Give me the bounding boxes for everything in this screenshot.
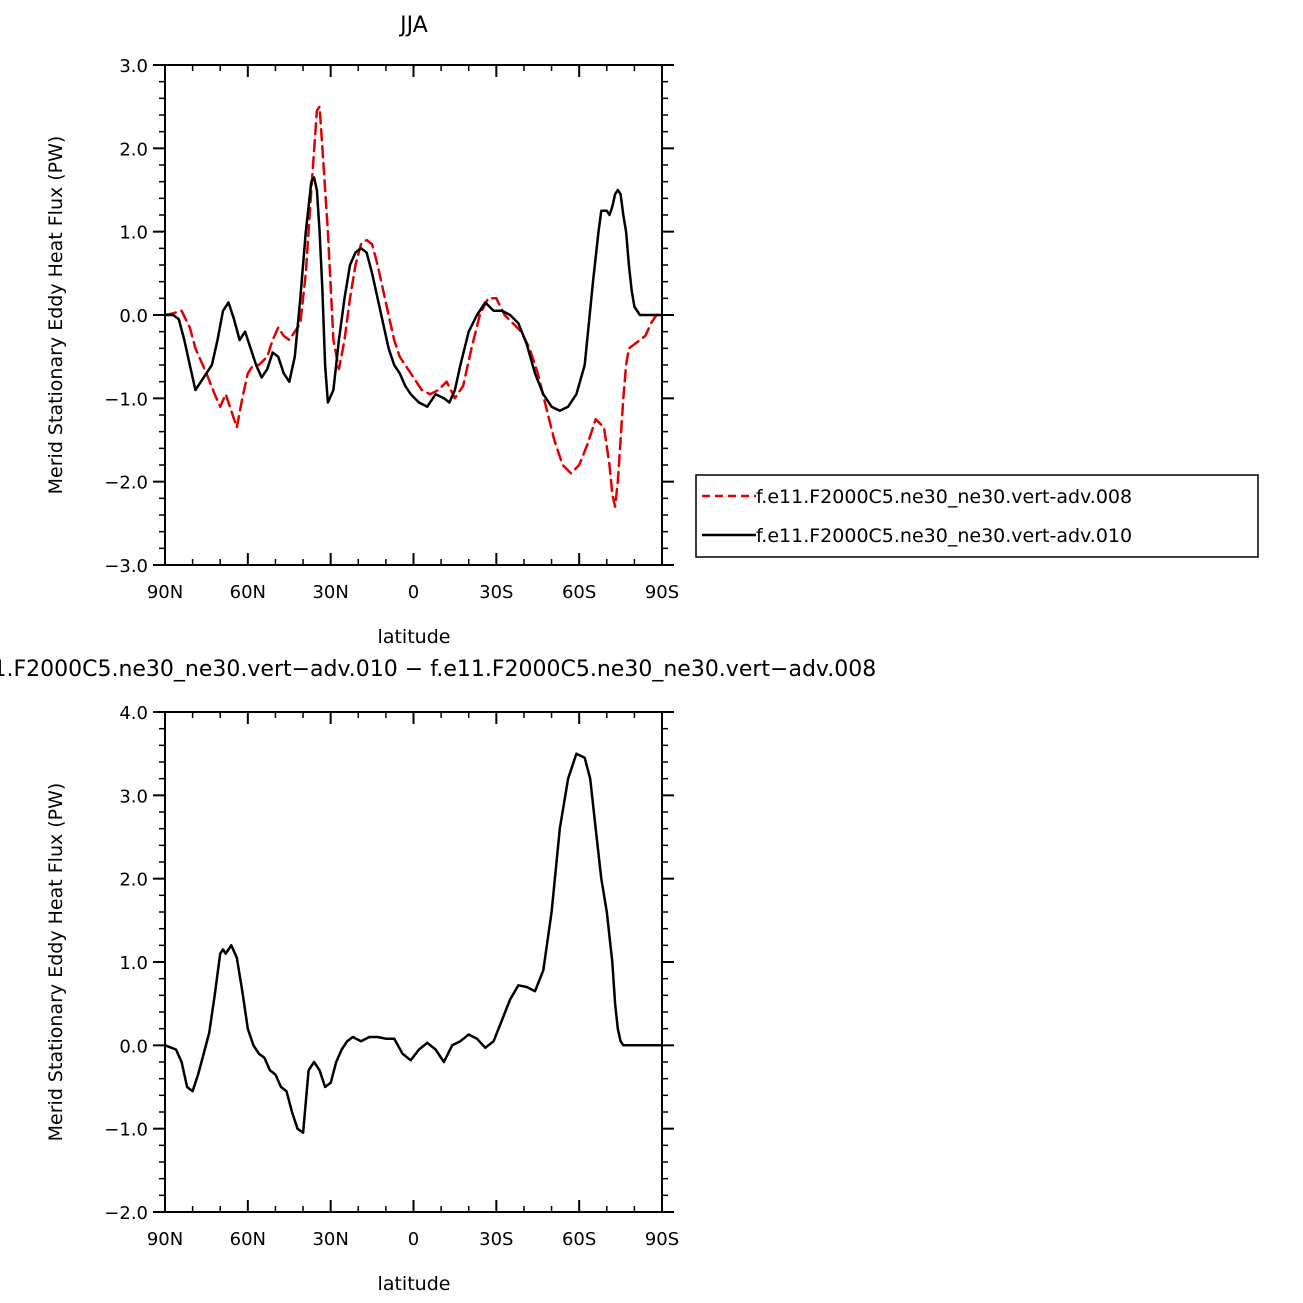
bottom-x-tick-label: 30N: [312, 1229, 348, 1250]
bottom-y-tick-label: −1.0: [104, 1120, 148, 1141]
top-x-tick-label: 30N: [312, 582, 348, 603]
top-y-tick-label: 2.0: [119, 139, 148, 160]
bottom-chart-series-group: [163, 752, 664, 1135]
top-chart-y-axis-label: Merid Stationary Eddy Heat Flux (PW): [45, 136, 67, 495]
top-series-line-1: [163, 176, 664, 413]
bottom-y-tick-label: 1.0: [119, 953, 148, 974]
top-x-tick-label: 60S: [562, 582, 596, 603]
top-y-tick-label: 0.0: [119, 306, 148, 327]
bottom-x-tick-label: 0: [408, 1229, 419, 1250]
bottom-x-tick-label: 60S: [562, 1229, 596, 1250]
top-chart-series-group: [163, 105, 664, 508]
top-y-tick-label: 3.0: [119, 56, 148, 77]
top-chart-title: JJA: [398, 13, 428, 38]
bottom-x-tick-label: 30S: [479, 1229, 513, 1250]
top-y-tick-label: 1.0: [119, 223, 148, 244]
legend-entry-008: f.e11.F2000C5.ne30_ne30.vert-adv.008: [756, 486, 1132, 508]
top-series-line-0: [163, 105, 664, 508]
bottom-x-tick-label: 60N: [230, 1229, 266, 1250]
top-chart-x-axis-label: latitude: [378, 626, 451, 648]
top-x-tick-label: 90S: [645, 582, 679, 603]
bottom-x-tick-label: 90N: [147, 1229, 183, 1250]
bottom-x-tick-label: 90S: [645, 1229, 679, 1250]
legend-box: [695, 474, 1259, 558]
top-x-tick-label: 30S: [479, 582, 513, 603]
bottom-chart-y-axis-label: Merid Stationary Eddy Heat Flux (PW): [45, 783, 67, 1142]
bottom-chart-x-axis-label: latitude: [378, 1273, 451, 1295]
top-chart-plot-frame: [164, 64, 663, 566]
top-chart-ticks: 90N 60N 30N 0 30S 60S 90S −3.0 −2.0 −1.0 0.0 1.0 2.0…: [104, 56, 679, 603]
bottom-chart-plot-frame: [164, 711, 663, 1213]
top-x-tick-label: 90N: [147, 582, 183, 603]
legend-entry-010: f.e11.F2000C5.ne30_ne30.vert-adv.010: [756, 525, 1132, 547]
top-x-tick-label: 0: [408, 582, 419, 603]
bottom-y-tick-label: 3.0: [119, 786, 148, 807]
bottom-y-tick-label: 0.0: [119, 1036, 148, 1057]
top-y-tick-label: −1.0: [104, 389, 148, 410]
bottom-chart-title: f.e11.F2000C5.ne30_ne30.vert−adv.010 − f…: [0, 657, 876, 682]
top-y-tick-label: −2.0: [104, 473, 148, 494]
bottom-series-line-0: [163, 752, 664, 1135]
top-chart-panel: JJA 90N 60N 30N 0 30S 60S 90S −3.0 −2.0 −1.0 0.0 1.…: [45, 13, 1259, 648]
bottom-y-tick-label: −2.0: [104, 1203, 148, 1224]
bottom-chart-ticks: 90N 60N 30N 0 30S 60S 90S −2.0 −1.0 0.0 1.0 2.0 3.0 4…: [104, 703, 679, 1250]
bottom-chart-panel: f.e11.F2000C5.ne30_ne30.vert−adv.010 − f…: [0, 657, 876, 1295]
top-x-tick-label: 60N: [230, 582, 266, 603]
top-y-tick-label: −3.0: [104, 556, 148, 577]
bottom-y-tick-label: 4.0: [119, 703, 148, 724]
top-chart-legend: f.e11.F2000C5.ne30_ne30.vert-adv.008 f.e…: [695, 474, 1259, 558]
bottom-y-tick-label: 2.0: [119, 870, 148, 891]
